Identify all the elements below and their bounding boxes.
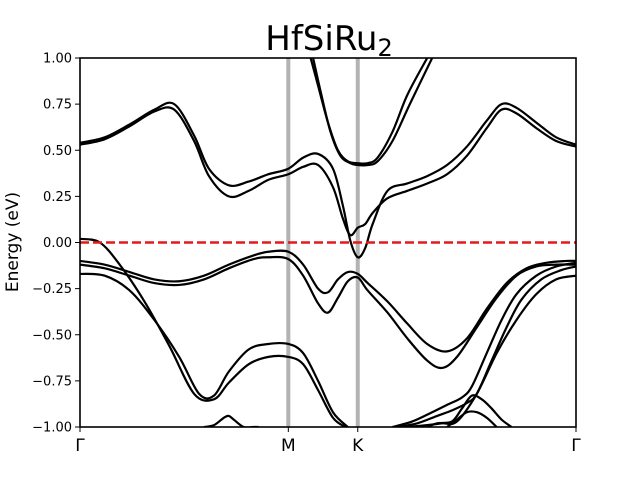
band-line-3: [312, 58, 434, 167]
y-tick-label: 0.00: [43, 236, 72, 251]
y-tick-label: 0.25: [43, 190, 72, 205]
band-line-7: [80, 237, 347, 427]
y-tick-label: 0.50: [43, 144, 72, 159]
band-line-8: [203, 414, 259, 427]
y-tick-label: −0.75: [32, 374, 72, 389]
band-line-9: [392, 261, 576, 427]
y-tick-label: −0.50: [32, 328, 72, 343]
band-line-2: [309, 58, 429, 165]
y-axis-ticks: 1.00 0.75 0.50 0.25 0.00 −0.25 −0.50 −0.75 −1.00: [32, 52, 80, 436]
chart-title: HfSiRu2: [265, 19, 393, 62]
k-point-label-2: K: [352, 436, 364, 456]
y-tick-label: −1.00: [32, 421, 72, 436]
band-line-11: [407, 274, 576, 427]
bands: [80, 58, 576, 427]
k-point-label-3: Γ: [571, 436, 581, 456]
band-line-1: [80, 101, 576, 259]
band-line-4: [80, 249, 576, 353]
y-tick-label: 0.75: [43, 98, 72, 113]
y-axis-label: Energy (eV): [3, 192, 23, 292]
k-point-label-0: Γ: [75, 436, 85, 456]
band-line-5: [80, 255, 576, 370]
band-line-13: [446, 410, 498, 427]
band-line-12: [426, 394, 513, 427]
y-tick-label: 1.00: [43, 52, 72, 67]
band-line-6: [80, 272, 349, 427]
y-tick-label: −0.25: [32, 282, 72, 297]
k-point-label-1: M: [281, 436, 296, 456]
